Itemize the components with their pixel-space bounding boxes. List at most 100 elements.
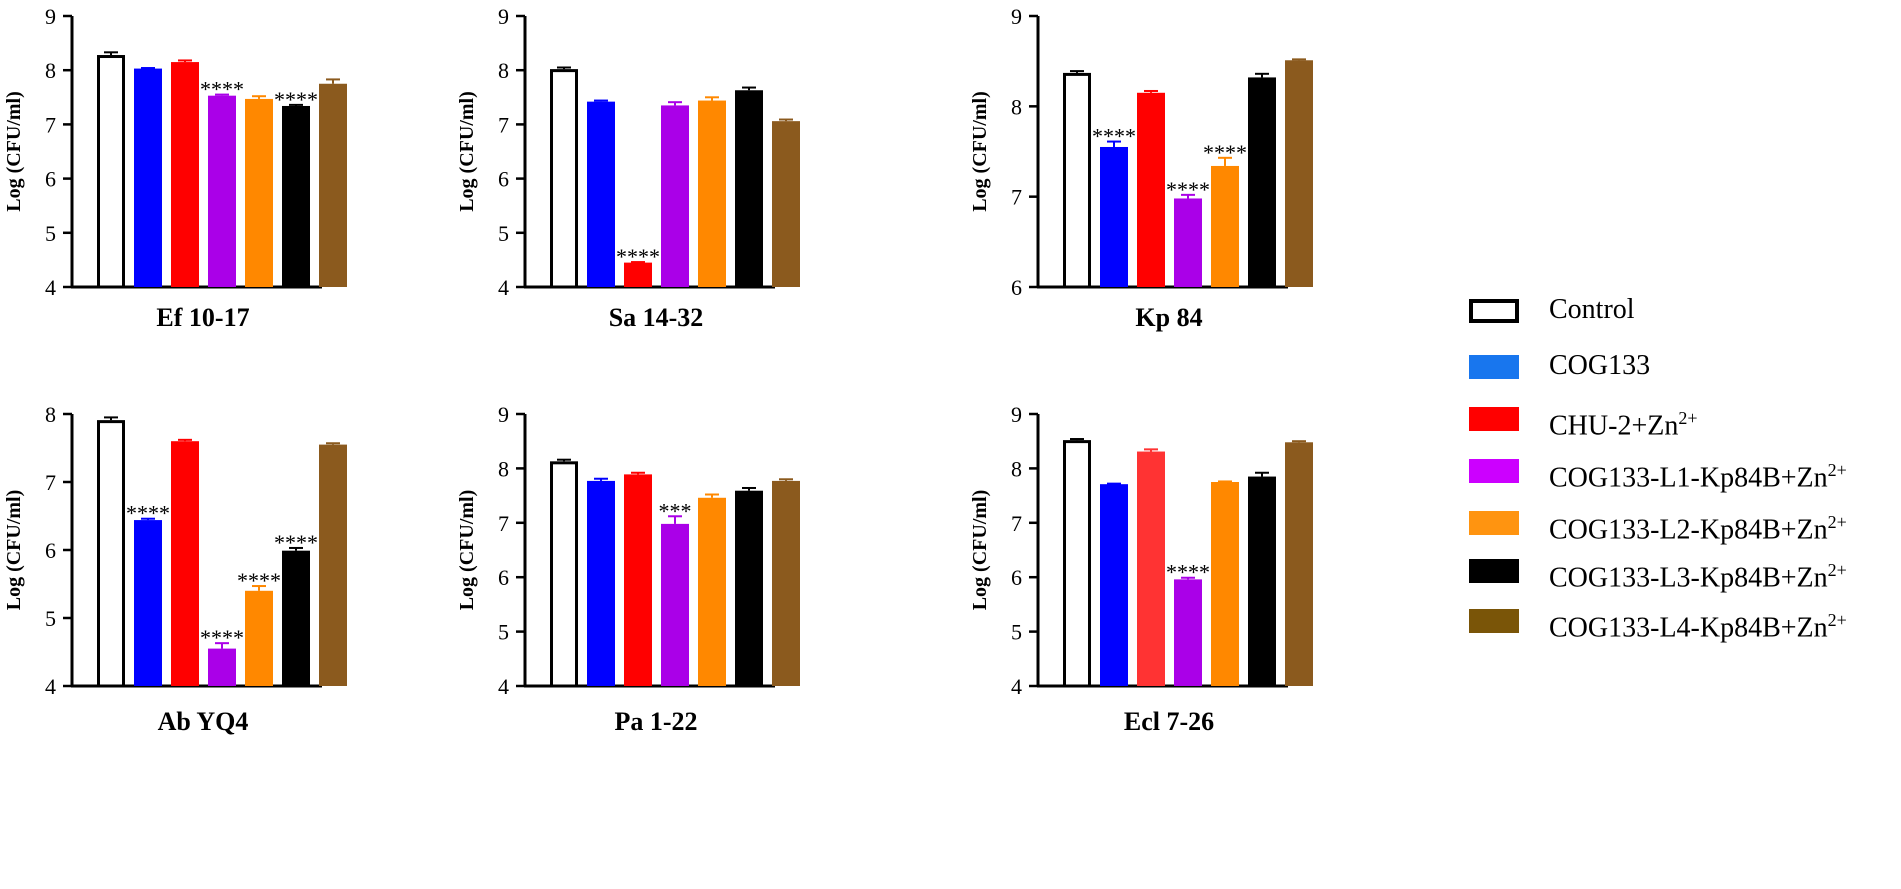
bar xyxy=(1211,165,1239,287)
significance-label: **** xyxy=(1166,177,1210,202)
bar xyxy=(1063,440,1091,688)
chart-panel: 6 7 8 9 Log (CFU/ml) **** **** **** Kp 84 xyxy=(969,4,1313,332)
legend-swatch xyxy=(1469,299,1519,323)
legend-label: COG133-L1-Kp84B+Zn2+ xyxy=(1549,460,1847,494)
bar xyxy=(587,480,615,686)
significance-label: **** xyxy=(1166,560,1210,585)
y-tick-label: 5 xyxy=(45,606,56,631)
y-tick-label: 9 xyxy=(45,4,56,29)
y-tick-label: 8 xyxy=(498,456,509,481)
bar xyxy=(97,55,125,289)
bar xyxy=(97,420,125,688)
bar xyxy=(550,461,578,688)
legend-swatch xyxy=(1469,459,1519,483)
bar xyxy=(1100,484,1128,686)
y-tick-label: 4 xyxy=(45,275,56,300)
bar xyxy=(1248,476,1276,686)
significance-label: **** xyxy=(274,530,318,555)
bar xyxy=(1285,60,1313,287)
bar xyxy=(171,62,199,287)
chart-title: Kp 84 xyxy=(1135,303,1202,332)
y-tick-label: 4 xyxy=(498,674,509,699)
bar xyxy=(624,262,652,287)
y-tick-label: 9 xyxy=(498,4,509,29)
y-tick-label: 8 xyxy=(45,402,56,427)
y-axis-label: Log (CFU/ml) xyxy=(3,490,25,611)
bar xyxy=(1137,451,1165,686)
significance-label: **** xyxy=(200,77,244,102)
bar xyxy=(245,590,273,686)
y-tick-label: 4 xyxy=(498,275,509,300)
significance-label: *** xyxy=(659,498,692,523)
significance-label: **** xyxy=(274,87,318,112)
legend-swatch xyxy=(1469,559,1519,583)
legend-label: COG133 xyxy=(1549,350,1651,381)
chart-title: Pa 1-22 xyxy=(614,707,697,736)
y-axis-label: Log (CFU/ml) xyxy=(456,490,478,611)
y-tick-label: 7 xyxy=(1011,185,1022,210)
bar xyxy=(587,101,615,287)
y-axis-label: Log (CFU/ml) xyxy=(456,91,478,212)
legend-swatch xyxy=(1469,609,1519,633)
chart-title: Ecl 7-26 xyxy=(1124,707,1214,736)
bar xyxy=(1285,442,1313,686)
bar xyxy=(282,550,310,686)
y-tick-label: 8 xyxy=(498,58,509,83)
significance-label: **** xyxy=(616,244,660,269)
bar xyxy=(134,520,162,686)
bar xyxy=(319,83,347,287)
legend-label: CHU-2+Zn2+ xyxy=(1549,408,1698,442)
chart-title: Ef 10-17 xyxy=(156,303,249,332)
y-tick-label: 7 xyxy=(498,112,509,137)
y-tick-label: 6 xyxy=(498,565,509,590)
bar xyxy=(245,98,273,288)
legend-label: Control xyxy=(1549,294,1635,325)
bar xyxy=(208,648,236,686)
y-tick-label: 4 xyxy=(45,674,56,699)
y-tick-label: 6 xyxy=(1011,275,1022,300)
bar xyxy=(772,480,800,686)
bar xyxy=(282,105,310,287)
bar xyxy=(1174,198,1202,287)
y-tick-label: 7 xyxy=(1011,511,1022,536)
y-tick-label: 9 xyxy=(1011,402,1022,427)
bar xyxy=(735,490,763,686)
bar xyxy=(1211,482,1239,686)
bar xyxy=(208,95,236,287)
y-tick-label: 7 xyxy=(45,470,56,495)
bar xyxy=(698,497,726,686)
y-tick-label: 7 xyxy=(45,112,56,137)
bar xyxy=(1063,72,1091,289)
bar xyxy=(735,90,763,287)
y-axis-label: Log (CFU/ml) xyxy=(969,91,991,212)
y-tick-label: 6 xyxy=(1011,565,1022,590)
significance-label: **** xyxy=(200,625,244,650)
y-tick-label: 8 xyxy=(45,58,56,83)
bar xyxy=(624,474,652,686)
chart-title: Ab YQ4 xyxy=(158,707,249,736)
y-axis-label: Log (CFU/ml) xyxy=(969,490,991,611)
legend-label: COG133-L4-Kp84B+Zn2+ xyxy=(1549,610,1847,644)
chart-panel: 4 5 6 7 8 Log (CFU/ml) **** **** **** **** Ab YQ4 xyxy=(3,402,347,736)
chart-panel: 4 5 6 7 8 9 Log (CFU/ml) *** Pa 1-22 xyxy=(456,402,800,736)
bar xyxy=(698,100,726,287)
bar xyxy=(550,69,578,289)
bar xyxy=(1100,146,1128,287)
chart-title: Sa 14-32 xyxy=(609,303,704,332)
chart-panel: 4 5 6 7 8 9 Log (CFU/ml) **** Ecl 7-26 xyxy=(969,402,1313,736)
y-tick-label: 8 xyxy=(1011,456,1022,481)
legend: Control COG133 CHU-2+Zn2+ COG133-L1-Kp84B+Z… xyxy=(1467,290,1901,750)
legend-swatch xyxy=(1469,355,1519,379)
significance-label: **** xyxy=(126,501,170,526)
y-tick-label: 6 xyxy=(45,167,56,192)
y-tick-label: 9 xyxy=(498,402,509,427)
y-tick-label: 5 xyxy=(1011,620,1022,645)
bar xyxy=(134,68,162,287)
bar xyxy=(319,444,347,686)
bar xyxy=(1248,77,1276,287)
bar xyxy=(171,441,199,686)
y-tick-label: 5 xyxy=(498,620,509,645)
y-tick-label: 4 xyxy=(1011,674,1022,699)
y-tick-label: 9 xyxy=(1011,4,1022,29)
